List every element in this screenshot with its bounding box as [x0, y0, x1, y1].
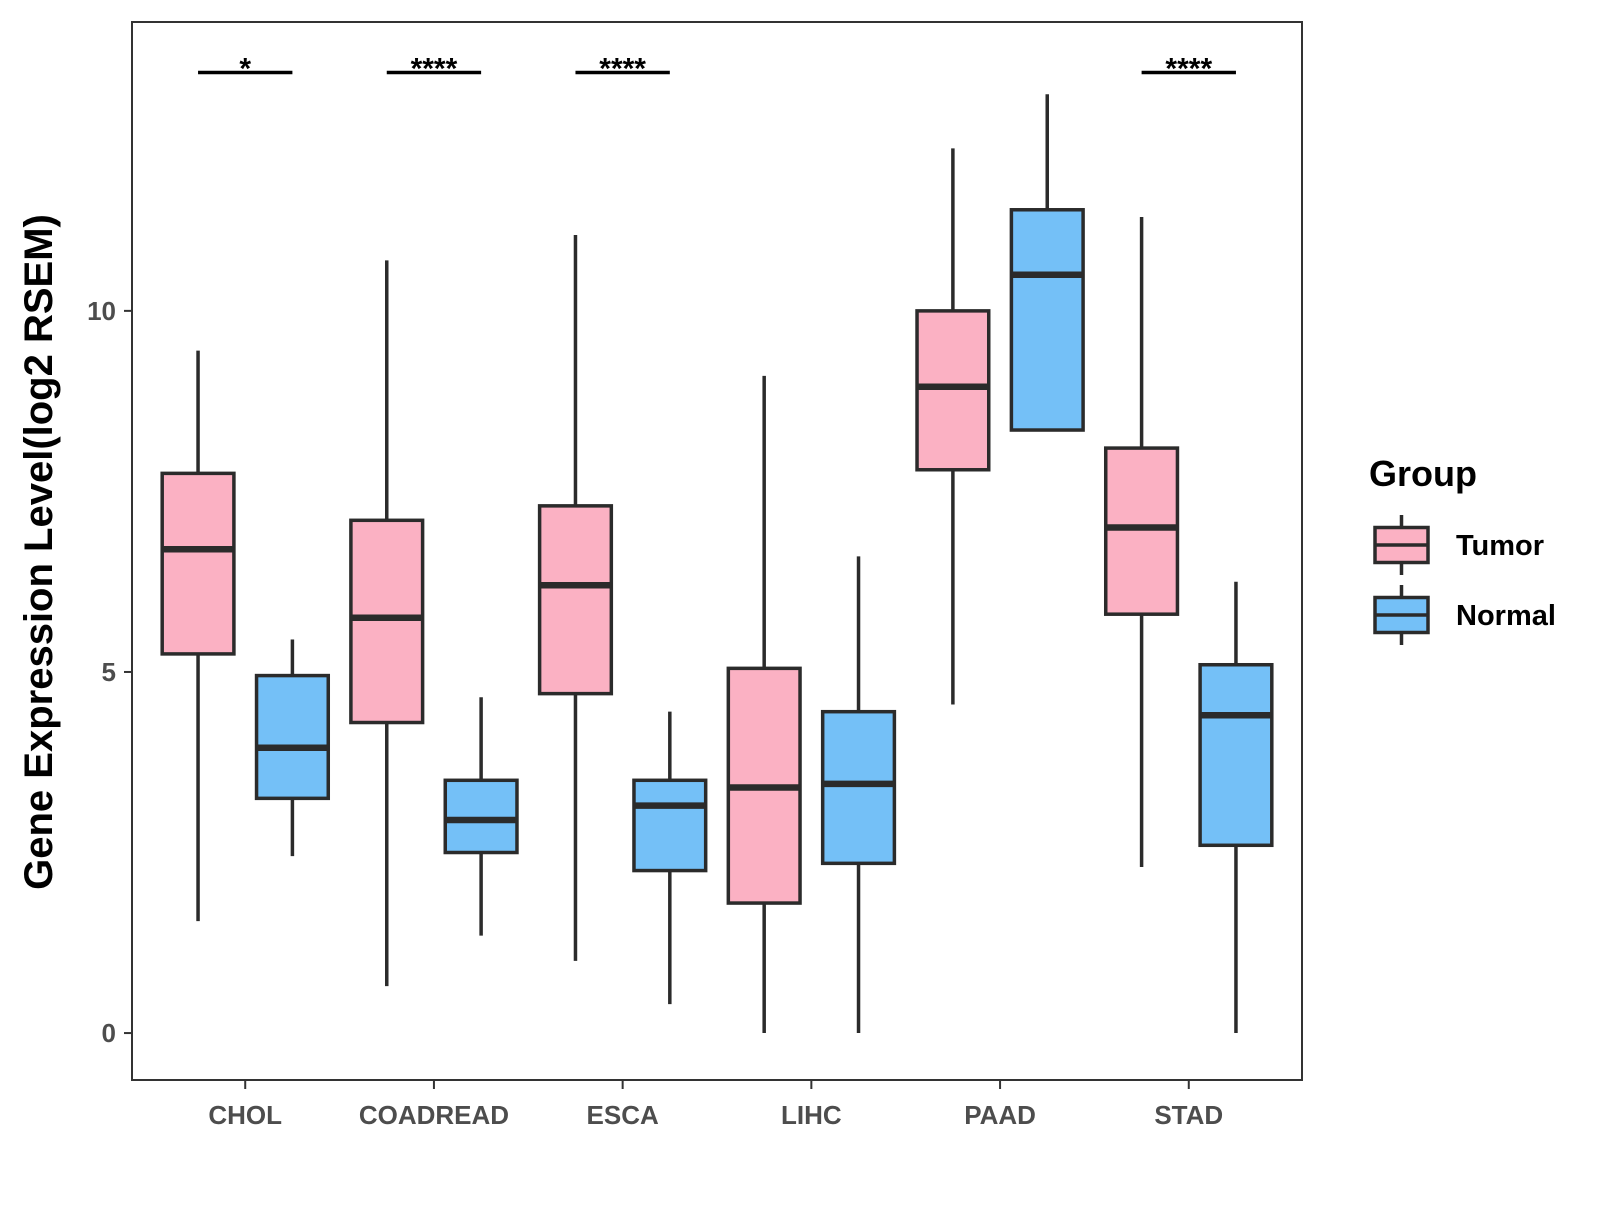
legend-label-tumor: Tumor [1456, 530, 1544, 562]
box-normal-paad [1009, 94, 1085, 432]
box-tumor-lihc [726, 375, 802, 1034]
significance-label-coadread: **** [411, 53, 458, 86]
box-iqr [349, 518, 425, 725]
x-tick-label-stad: STAD [1154, 1100, 1223, 1130]
significance-layer: * **** **** **** [198, 53, 1236, 86]
box-iqr [254, 673, 331, 801]
y-tick-label: 10 [87, 296, 116, 326]
box-iqr [1009, 208, 1085, 432]
legend-label-normal: Normal [1456, 600, 1556, 632]
box-normal-coadread [443, 697, 519, 936]
y-tick-label: 5 [102, 657, 116, 687]
box-iqr [632, 778, 708, 873]
box-iqr [160, 471, 236, 656]
x-tick-label-coadread: COADREAD [359, 1100, 509, 1130]
box-iqr [443, 778, 519, 855]
y-axis: 0 5 10 [87, 296, 132, 1048]
significance-label-stad: **** [1165, 53, 1212, 86]
box-tumor-chol [160, 350, 236, 922]
box-tumor-stad [1103, 216, 1180, 867]
box-tumor-coadread [349, 260, 425, 987]
significance-label-chol: * [239, 53, 251, 86]
significance-label-esca: **** [599, 53, 646, 86]
legend-item-normal: Normal [1373, 585, 1556, 645]
box-tumor-esca [537, 235, 614, 961]
box-tumor-paad [915, 148, 991, 705]
x-tick-label-lihc: LIHC [781, 1100, 842, 1130]
x-tick-label-esca: ESCA [587, 1100, 659, 1130]
legend: Group Tumor Normal [1369, 453, 1556, 645]
box-normal-stad [1198, 581, 1274, 1034]
box-normal-lihc [820, 556, 897, 1034]
x-tick-label-paad: PAAD [964, 1100, 1036, 1130]
box-normal-esca [632, 711, 708, 1005]
legend-title: Group [1369, 453, 1477, 494]
plot-panel-border [131, 21, 1303, 1081]
box-iqr [1198, 662, 1274, 848]
legend-item-tumor: Tumor [1373, 515, 1544, 575]
box-iqr [820, 709, 897, 866]
x-tick-label-chol: CHOL [208, 1100, 282, 1130]
y-axis-title: Gene Expression Level(log2 RSEM) [17, 214, 61, 890]
x-axis: CHOL COADREAD ESCA LIHC PAAD STAD [208, 1080, 1223, 1130]
box-normal-chol [254, 639, 331, 857]
box-iqr [1103, 446, 1180, 616]
box-iqr [537, 504, 614, 696]
box-iqr [915, 309, 991, 472]
box-layer [160, 94, 1274, 1034]
y-tick-label: 0 [102, 1018, 116, 1048]
